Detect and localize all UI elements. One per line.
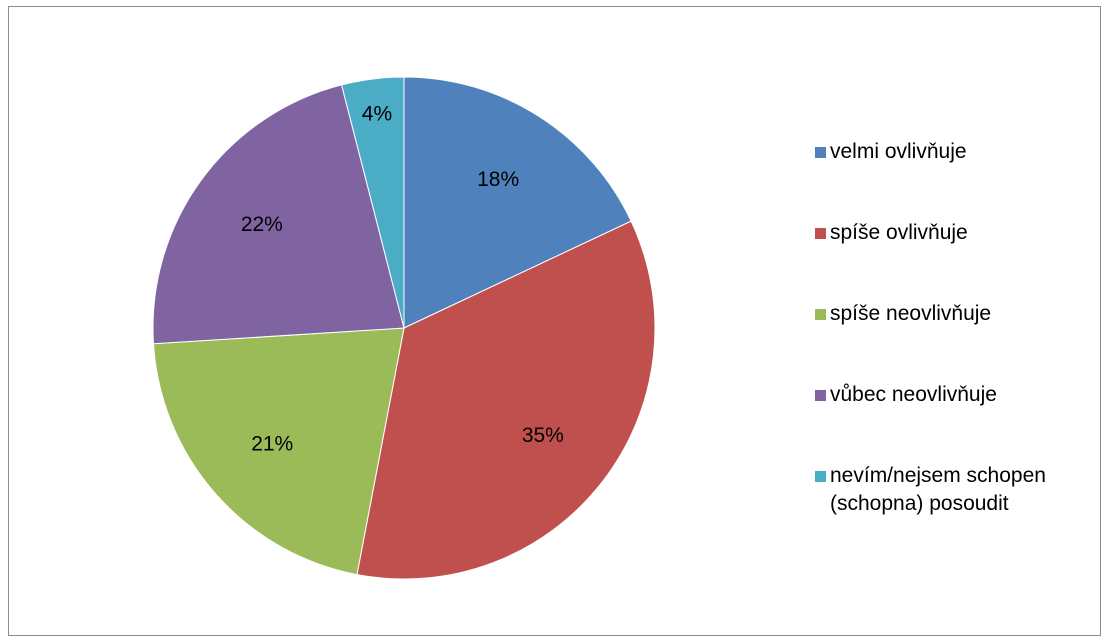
slice-label-5: 4%	[362, 102, 392, 125]
legend-swatch-4	[815, 390, 826, 401]
legend-label-5: nevím/nejsem schopen (schopna) posoudit	[830, 464, 1046, 515]
legend: velmi ovlivňuje spíše ovlivňuje spíše neov…	[815, 138, 1095, 543]
legend-swatch-2	[815, 228, 826, 239]
pie-slice-1	[403, 76, 632, 329]
slice-label-4: 22%	[241, 213, 283, 236]
legend-label-4: vůbec neovlivňuje	[830, 383, 997, 406]
pie-slice-5	[340, 76, 405, 329]
legend-item-2: spíše ovlivňuje	[815, 219, 1095, 300]
legend-swatch-3	[815, 309, 826, 320]
legend-label-1: velmi ovlivňuje	[830, 140, 967, 163]
pie-slice-2	[356, 220, 656, 580]
legend-item-1: velmi ovlivňuje	[815, 138, 1095, 219]
legend-swatch-5	[815, 471, 826, 482]
legend-label-2: spíše ovlivňuje	[830, 221, 968, 244]
slice-label-2: 35%	[522, 424, 564, 447]
legend-swatch-1	[815, 147, 826, 158]
pie-slice-3	[152, 327, 405, 576]
slice-label-1: 18%	[477, 168, 519, 191]
pie-slice-4	[152, 84, 405, 345]
legend-item-5: nevím/nejsem schopen (schopna) posoudit	[815, 462, 1095, 543]
legend-item-3: spíše neovlivňuje	[815, 300, 1095, 381]
legend-item-4: vůbec neovlivňuje	[815, 381, 1095, 462]
slice-label-3: 21%	[251, 433, 293, 456]
legend-label-3: spíše neovlivňuje	[830, 302, 992, 325]
